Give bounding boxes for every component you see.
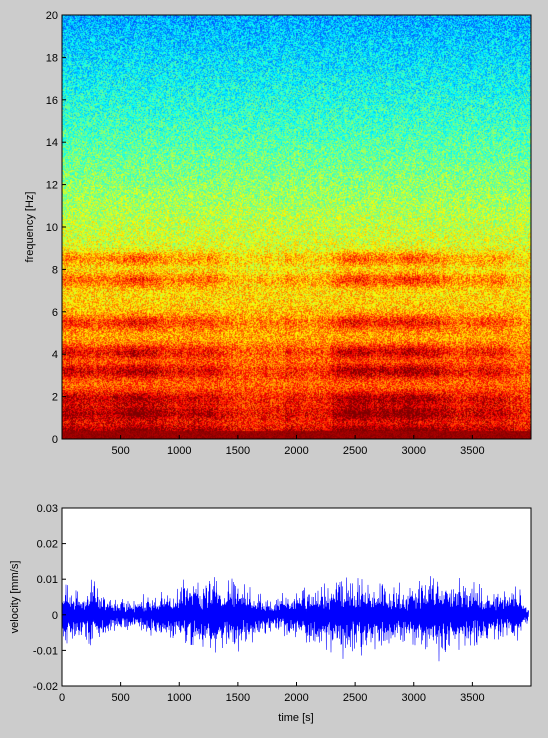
spectrogram-y-tick-label: 10	[46, 222, 58, 234]
velocity-x-tick-label: 3000	[402, 692, 426, 704]
spectrogram-y-tick-label: 18	[46, 52, 58, 64]
velocity-x-tick-label: 0	[59, 692, 65, 704]
velocity-y-axis-label: velocity [mm/s]	[9, 561, 21, 634]
spectrogram-x-tick-label: 3000	[402, 445, 426, 457]
spectrogram-y-tick-label: 8	[52, 264, 58, 276]
spectrogram-x-tick-label: 2500	[343, 445, 367, 457]
spectrogram-x-tick-label: 1500	[226, 445, 250, 457]
spectrogram-y-tick-label: 6	[52, 307, 58, 319]
spectrogram-y-axis-label: frequency [Hz]	[24, 192, 36, 263]
spectrogram-x-tick-label: 3500	[460, 445, 484, 457]
spectrogram-y-tick-label: 12	[46, 180, 58, 192]
velocity-y-tick-label: 0.03	[37, 503, 58, 515]
spectrogram-x-tick-label: 500	[111, 445, 129, 457]
spectrogram-y-tick-label: 4	[52, 349, 58, 361]
velocity-y-ticks: -0.02 -0.01 0 0.01 0.02 0.03	[33, 503, 66, 693]
spectrogram-y-tick-label: 14	[46, 137, 58, 149]
velocity-y-tick-label: -0.02	[33, 681, 58, 693]
spectrogram-y-tick-label: 2	[52, 392, 58, 404]
velocity-x-tick-label: 1000	[167, 692, 191, 704]
velocity-series-line	[61, 576, 529, 662]
velocity-x-ticks: 0 500 1000 1500 2000 2500 3000 3500	[59, 682, 485, 704]
velocity-x-tick-label: 2000	[284, 692, 308, 704]
velocity-y-tick-label: 0	[52, 610, 58, 622]
velocity-x-tick-label: 2500	[343, 692, 367, 704]
spectrogram-y-tick-label: 0	[52, 434, 58, 446]
velocity-x-tick-label: 3500	[460, 692, 484, 704]
velocity-x-tick-label: 1500	[226, 692, 250, 704]
velocity-y-tick-label: 0.01	[37, 574, 58, 586]
velocity-trace	[61, 576, 529, 662]
spectrogram-x-tick-label: 1000	[167, 445, 191, 457]
velocity-y-tick-label: 0.02	[37, 539, 58, 551]
spectrogram-x-tick-label: 2000	[284, 445, 308, 457]
spectrogram-panel: 500 1000 1500 2000 2500 3000 3500 0 2 4 6 8 10 12 14 1…	[24, 10, 532, 457]
spectrogram-y-ticks: 0 2 4 6 8 10 12 14 16 18 20	[46, 10, 66, 446]
velocity-x-axis-label: time [s]	[278, 712, 313, 724]
spectrogram-y-tick-label: 20	[46, 10, 58, 22]
spectrogram-x-ticks: 500 1000 1500 2000 2500 3000 3500	[111, 435, 485, 457]
spectrogram-image-container	[62, 15, 531, 439]
velocity-panel: 0 500 1000 1500 2000 2500 3000 3500 -0.02 -0.01 0…	[9, 503, 532, 724]
spectrogram-y-tick-label: 16	[46, 95, 58, 107]
spectrogram-image	[62, 15, 531, 439]
velocity-x-tick-label: 500	[111, 692, 129, 704]
velocity-y-tick-label: -0.01	[33, 645, 58, 657]
